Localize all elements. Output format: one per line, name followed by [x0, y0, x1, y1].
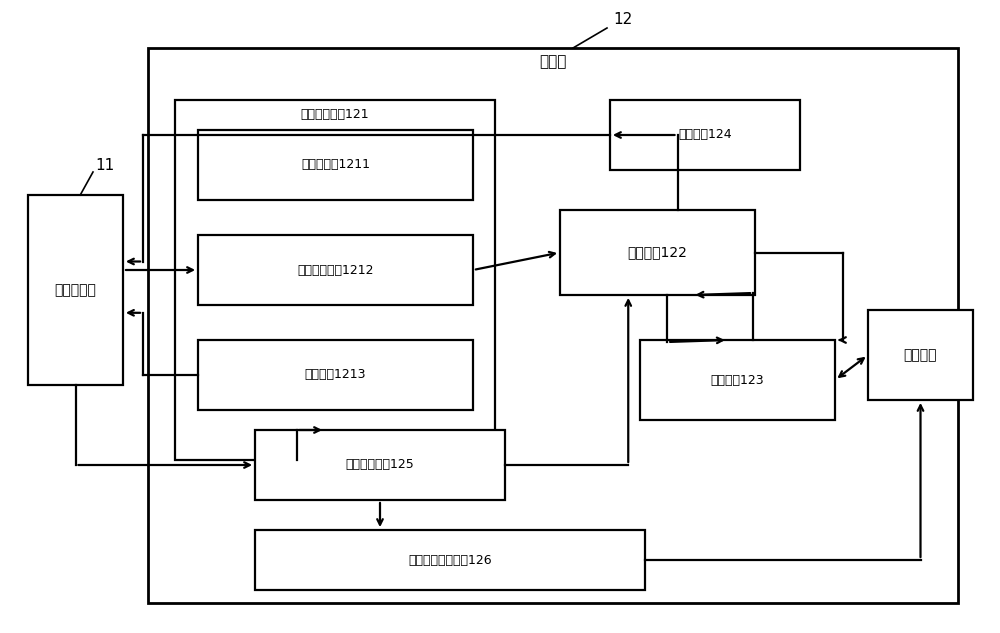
Bar	[28, 195, 123, 385]
Bar	[198, 235, 473, 305]
Text: 反馈模块124: 反馈模块124	[678, 128, 732, 142]
Bar	[640, 340, 835, 420]
Text: 脉冲发生器: 脉冲发生器	[55, 283, 96, 297]
Text: 目标患者: 目标患者	[904, 348, 937, 362]
Text: 11: 11	[95, 158, 114, 173]
Text: 分类单元1213: 分类单元1213	[305, 368, 366, 382]
Bar	[868, 310, 973, 400]
Text: 主动想象模块125: 主动想象模块125	[346, 458, 414, 472]
Bar	[148, 48, 958, 603]
Text: 预处理单元1211: 预处理单元1211	[301, 158, 370, 172]
Bar	[610, 100, 800, 170]
Text: 治疗方案优化模块126: 治疗方案优化模块126	[408, 553, 492, 567]
Bar	[175, 100, 495, 460]
Text: 优化模块122: 优化模块122	[628, 246, 687, 260]
Bar	[560, 210, 755, 295]
Bar	[198, 340, 473, 410]
Text: 特征提取单元1212: 特征提取单元1212	[297, 263, 374, 277]
Text: 12: 12	[613, 13, 632, 27]
Bar	[255, 530, 645, 590]
Bar	[198, 130, 473, 200]
Text: 病情解析模块121: 病情解析模块121	[301, 108, 369, 120]
Text: 交互模块123: 交互模块123	[711, 373, 764, 387]
Bar	[255, 430, 505, 500]
Text: 控制器: 控制器	[539, 54, 567, 70]
